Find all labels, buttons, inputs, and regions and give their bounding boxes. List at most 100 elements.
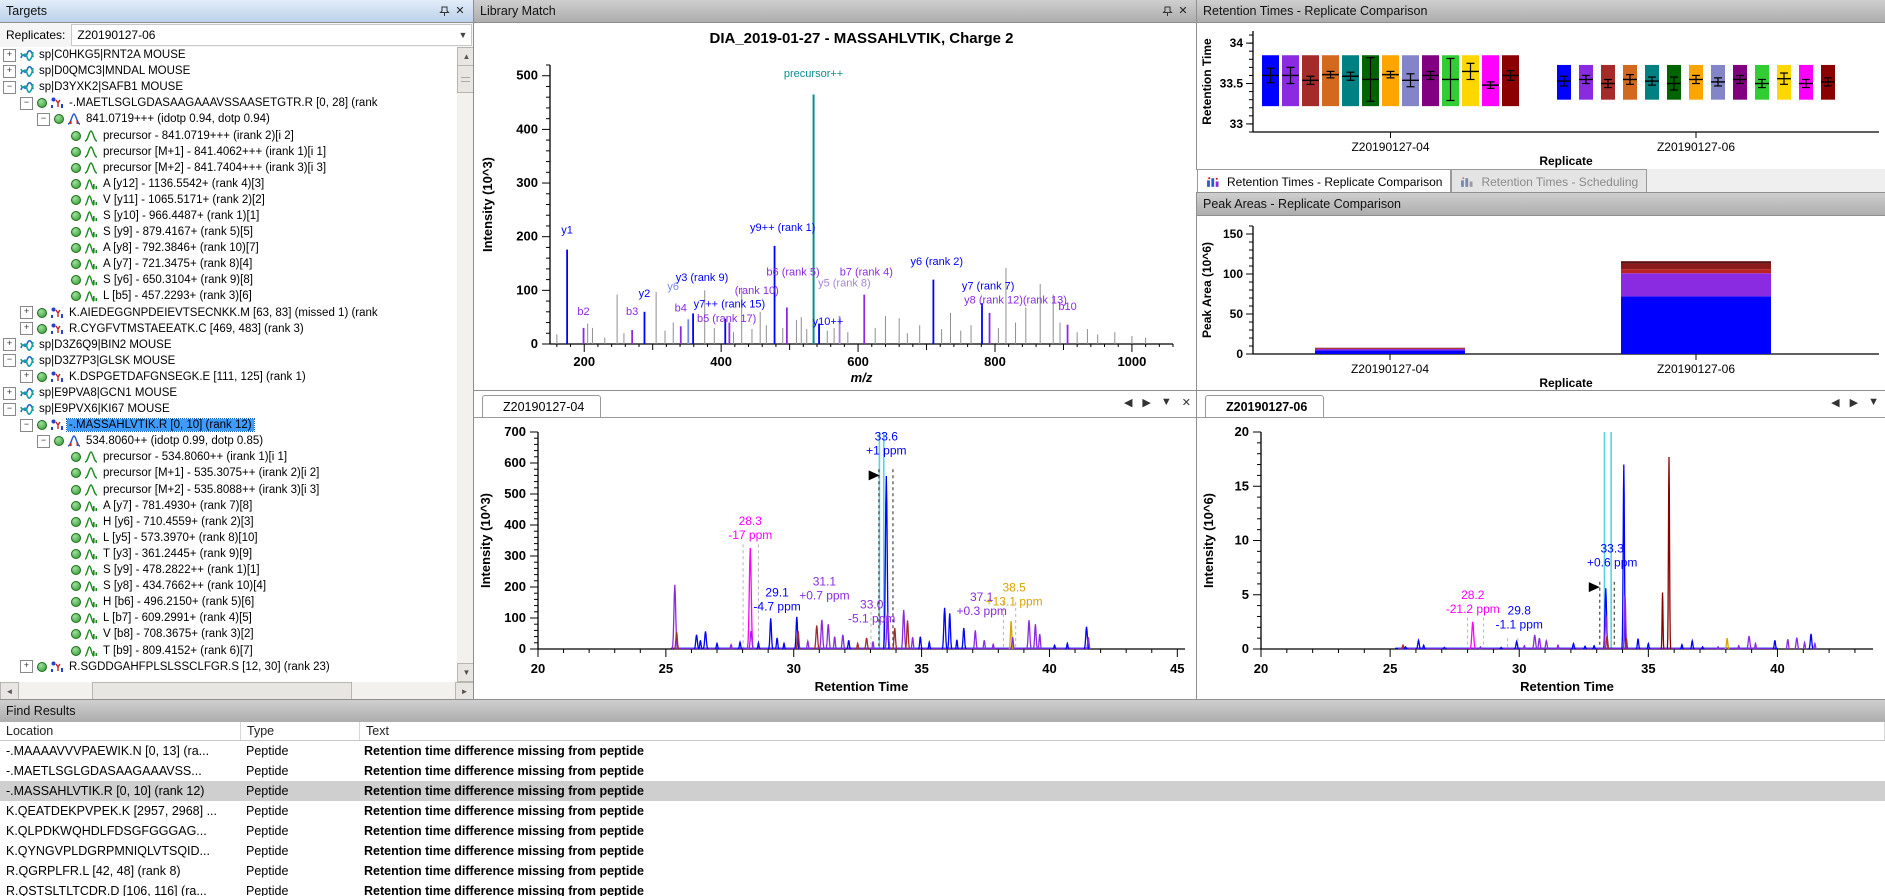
find-result-row[interactable]: -.MAAAAVVVPAEWIK.N [0, 13] (ra... Peptide…: [0, 741, 1885, 761]
tree-expander[interactable]: +: [20, 660, 33, 674]
tree-item[interactable]: precursor [M+1] - 841.4062+++ (irank 1)[…: [0, 144, 457, 160]
close-icon[interactable]: ✕: [1181, 397, 1191, 409]
library-match-title: Library Match: [480, 4, 556, 18]
replicates-dropdown[interactable]: Z20190127-06 ▼: [71, 24, 472, 46]
tree-item[interactable]: + R.CYGFVTMSTAEEATK.C [469, 483] (rank 3): [0, 321, 457, 337]
tree-expander[interactable]: −: [20, 418, 33, 432]
tree-item[interactable]: precursor - 841.0719+++ (irank 2)[i 2]: [0, 127, 457, 143]
tree-expander[interactable]: +: [20, 306, 33, 320]
find-result-row[interactable]: R.QSTSLTLTCDR.D [106, 116] (ra... Peptide…: [0, 881, 1885, 896]
tree-item[interactable]: H [b6] - 496.2150+ (rank 5)[6]: [0, 594, 457, 610]
tab-retention-times-scheduling[interactable]: Retention Times - Scheduling: [1451, 169, 1648, 193]
chevron-down-icon[interactable]: ▼: [1160, 396, 1172, 408]
tree-item[interactable]: precursor - 534.8060++ (irank 1)[i 1]: [0, 449, 457, 465]
hscroll-thumb[interactable]: [92, 682, 352, 700]
tree-item[interactable]: − 534.8060++ (idotp 0.99, dotp 0.85): [0, 433, 457, 449]
tree-expander[interactable]: −: [37, 434, 50, 448]
result-type: Peptide: [246, 884, 289, 896]
tree-item[interactable]: + K.DSPGETDAFGNSEGK.E [111, 125] (rank 1): [0, 369, 457, 385]
tree-expander[interactable]: +: [3, 64, 16, 78]
tree-item[interactable]: S [y9] - 478.2822++ (rank 1)[1]: [0, 562, 457, 578]
pin-icon[interactable]: [436, 3, 452, 19]
vscroll-thumb[interactable]: [457, 65, 474, 93]
chromatogram-tab[interactable]: Z20190127-04: [482, 395, 602, 417]
tree-expander[interactable]: −: [3, 80, 16, 94]
tree-item[interactable]: T [b9] - 809.4152+ (rank 6)[7]: [0, 642, 457, 658]
tree-item[interactable]: L [b7] - 609.2991+ (rank 4)[5]: [0, 610, 457, 626]
tree-expander[interactable]: +: [3, 48, 16, 62]
targets-vscrollbar[interactable]: ▲ ▼: [457, 47, 476, 682]
find-result-row[interactable]: -.MASSAHLVTIK.R [0, 10] (rank 12) Peptide…: [0, 781, 1885, 801]
tree-item[interactable]: S [y9] - 879.4167+ (rank 5)[5]: [0, 224, 457, 240]
pin-icon[interactable]: [1159, 3, 1175, 19]
tree-item[interactable]: S [y10] - 966.4487+ (rank 1)[1]: [0, 208, 457, 224]
tree-item[interactable]: + sp|D3Z6Q9|BIN2 MOUSE: [0, 337, 457, 353]
tree-item[interactable]: precursor [M+1] - 535.3075++ (irank 2)[i…: [0, 465, 457, 481]
tree-item[interactable]: − -.MAETLSGLGDASAAGAAAVSSAASETGTR.R [0, 2…: [0, 95, 457, 111]
close-icon[interactable]: ✕: [1178, 5, 1188, 17]
prev-replicate-icon[interactable]: ◀: [1831, 397, 1840, 409]
graph-tabstrip: Retention Times - Replicate Comparison R…: [1197, 169, 1885, 194]
targets-hscrollbar[interactable]: ◄ ►: [0, 682, 474, 701]
tree-expander[interactable]: −: [20, 96, 33, 110]
column-header-text[interactable]: Text: [360, 722, 1885, 740]
column-header-type[interactable]: Type: [241, 722, 360, 740]
find-result-row[interactable]: K.QLPDKWQHDLFDSGFGGGAG... Peptide Retentio…: [0, 821, 1885, 841]
tree-item[interactable]: precursor [M+2] - 535.8088++ (irank 3)[i…: [0, 482, 457, 498]
tree-item[interactable]: V [y11] - 1065.5171+ (rank 2)[2]: [0, 192, 457, 208]
tree-item[interactable]: + K.AIEDEGGNPDEIEVTSECNKK.M [63, 83] (mis…: [0, 305, 457, 321]
tree-item[interactable]: H [y6] - 710.4559+ (rank 2)[3]: [0, 514, 457, 530]
tree-item[interactable]: precursor [M+2] - 841.7404+++ (irank 3)[…: [0, 160, 457, 176]
tree-item[interactable]: A [y12] - 1136.5542+ (rank 4)[3]: [0, 176, 457, 192]
tree-expander[interactable]: +: [3, 386, 16, 400]
svg-text:33: 33: [1230, 117, 1244, 131]
next-replicate-icon[interactable]: ▶: [1142, 397, 1151, 409]
column-header-location[interactable]: Location: [0, 722, 241, 740]
status-dot-icon: [71, 613, 81, 624]
library-spectrum-chart[interactable]: DIA_2019-01-27 - MASSAHLVTIK, Charge 2 0 1…: [474, 23, 1197, 390]
prev-replicate-icon[interactable]: ◀: [1123, 397, 1133, 409]
find-result-row[interactable]: R.QGRPLFR.L [42, 48] (rank 8) Peptide Rete…: [0, 861, 1885, 881]
tree-expander[interactable]: +: [3, 338, 16, 352]
retention-times-chart[interactable]: 33 33.5 34 Retention Time Z20190127-04 Z20190…: [1197, 23, 1885, 168]
tree-expander[interactable]: −: [3, 402, 16, 416]
tree-item[interactable]: + R.SGDDGAHFPLSLSSCLFGR.S [12, 30] (rank …: [0, 659, 457, 675]
chromatogram-chart-z20190127-06[interactable]: 0 5 10 15 20 Intensity (10^6) 20 25 30 35 40 Retent…: [1197, 418, 1885, 699]
scroll-right-icon[interactable]: ►: [455, 682, 474, 701]
tree-item[interactable]: S [y6] - 650.3104+ (rank 9)[8]: [0, 272, 457, 288]
tree-item[interactable]: L [y5] - 573.3970+ (rank 8)[10]: [0, 530, 457, 546]
tree-expander[interactable]: +: [20, 322, 33, 336]
tree-item[interactable]: A [y8] - 792.3846+ (rank 10)[7]: [0, 240, 457, 256]
tree-expander[interactable]: +: [20, 370, 33, 384]
chromatogram-tab[interactable]: Z20190127-06: [1205, 395, 1325, 417]
tree-expander[interactable]: −: [3, 354, 16, 368]
close-icon[interactable]: ✕: [455, 5, 465, 17]
find-result-row[interactable]: K.QYNGVPLDGRPMNIQLVTSQID... Peptide Retent…: [0, 841, 1885, 861]
next-replicate-icon[interactable]: ▶: [1849, 397, 1859, 409]
chromatogram-chart-z20190127-04[interactable]: 0 100 200 300 400 500 600 700 Intensity (10^3) 20…: [474, 418, 1197, 699]
tree-item[interactable]: A [y7] - 781.4930+ (rank 7)[8]: [0, 498, 457, 514]
tree-item[interactable]: + sp|D0QMC3|MNDAL MOUSE: [0, 63, 457, 79]
tree-item[interactable]: − -.MASSAHLVTIK.R [0, 10] (rank 12): [0, 417, 457, 433]
chevron-down-icon[interactable]: ▼: [1868, 396, 1879, 408]
tree-item[interactable]: + sp|C0HKG5|RNT2A MOUSE: [0, 47, 457, 63]
tree-item[interactable]: V [b8] - 708.3675+ (rank 3)[2]: [0, 626, 457, 642]
find-results-title: Find Results: [6, 704, 76, 718]
tree-item[interactable]: − sp|D3YXK2|SAFB1 MOUSE: [0, 79, 457, 95]
tree-item[interactable]: − sp|D3Z7P3|GLSK MOUSE: [0, 353, 457, 369]
find-result-row[interactable]: K.QEATDEKPVPEK.K [2957, 2968] ... Peptide…: [0, 801, 1885, 821]
tree-item[interactable]: − 841.0719+++ (idotp 0.94, dotp 0.94): [0, 111, 457, 127]
peak-areas-chart[interactable]: 0 50 100 150 Peak Area (10^6) Z20190127-04 Z20…: [1197, 216, 1885, 390]
scroll-left-icon[interactable]: ◄: [0, 682, 19, 701]
tree-item[interactable]: + sp|E9PVA8|GCN1 MOUSE: [0, 385, 457, 401]
tree-item[interactable]: − sp|E9PVX6|KI67 MOUSE: [0, 401, 457, 417]
tree-item[interactable]: S [y8] - 434.7662++ (rank 10)[4]: [0, 578, 457, 594]
tree-expander[interactable]: −: [37, 112, 50, 126]
tree-item[interactable]: A [y7] - 721.3475+ (rank 8)[4]: [0, 256, 457, 272]
tree-item[interactable]: T [y3] - 361.2445+ (rank 9)[9]: [0, 546, 457, 562]
tree-item-label: -.MAETLSGLGDASAAGAAAVSSAASETGTR.R [0, 28…: [69, 97, 378, 110]
svg-text:y7++ (rank 15): y7++ (rank 15): [694, 299, 766, 311]
tree-item[interactable]: L [b5] - 457.2293+ (rank 3)[6]: [0, 288, 457, 304]
find-result-row[interactable]: -.MAETLSGLGDASAAGAAAVSS... Peptide Retenti…: [0, 761, 1885, 781]
tab-retention-times-replicate-comparison[interactable]: Retention Times - Replicate Comparison: [1197, 169, 1452, 193]
